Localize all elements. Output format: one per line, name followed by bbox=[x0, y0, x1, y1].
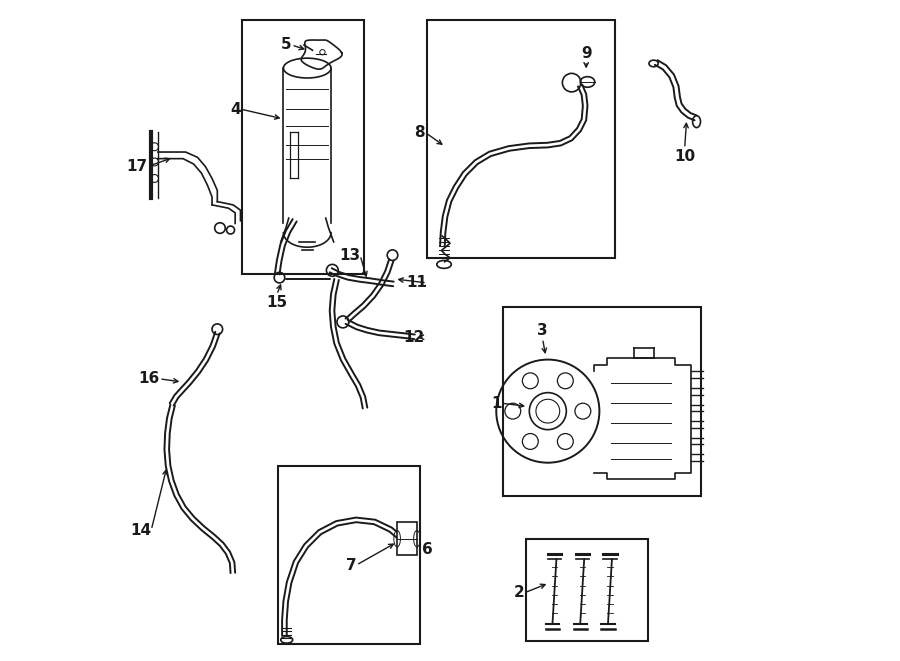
Text: 15: 15 bbox=[266, 295, 287, 310]
Text: 8: 8 bbox=[414, 125, 425, 139]
Text: 6: 6 bbox=[421, 543, 432, 557]
Text: 9: 9 bbox=[580, 46, 591, 61]
Text: 10: 10 bbox=[674, 149, 695, 164]
Text: 13: 13 bbox=[339, 248, 360, 262]
Bar bbox=[397, 522, 417, 555]
Bar bbox=[242, 20, 364, 274]
Bar bbox=[503, 307, 701, 496]
Bar bbox=[427, 20, 616, 258]
Text: 4: 4 bbox=[230, 102, 240, 116]
Text: 1: 1 bbox=[491, 396, 501, 410]
Bar bbox=[278, 466, 420, 644]
Text: 5: 5 bbox=[281, 38, 292, 52]
Text: 2: 2 bbox=[513, 586, 524, 600]
Bar bbox=[526, 539, 648, 641]
Text: 16: 16 bbox=[138, 371, 159, 386]
Text: 17: 17 bbox=[126, 159, 148, 174]
Text: 3: 3 bbox=[537, 323, 548, 338]
Text: 7: 7 bbox=[346, 558, 356, 572]
Text: 12: 12 bbox=[403, 330, 425, 344]
Text: 14: 14 bbox=[130, 523, 151, 537]
Text: 11: 11 bbox=[406, 276, 427, 290]
